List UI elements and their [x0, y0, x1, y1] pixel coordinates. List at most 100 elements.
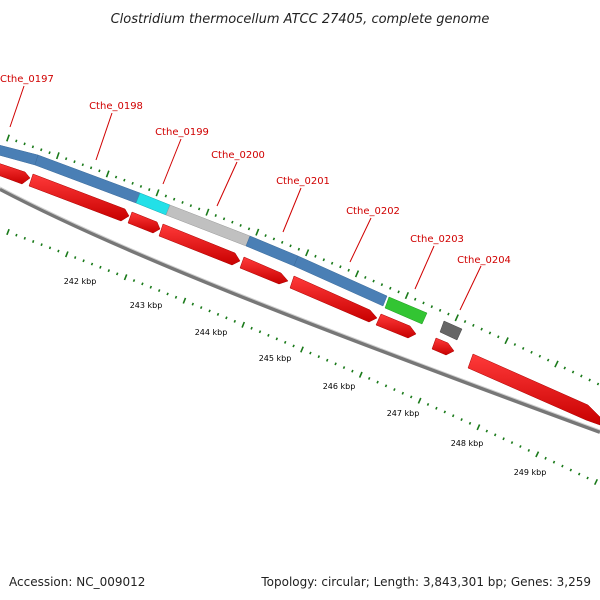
minor-tick — [90, 262, 94, 266]
minor-tick — [325, 358, 329, 362]
cds-arrow[interactable] — [28, 173, 130, 222]
minor-tick — [141, 282, 144, 286]
outer-tick-ring — [6, 134, 600, 386]
minor-tick — [57, 249, 60, 253]
minor-tick — [438, 308, 442, 312]
minor-tick — [367, 376, 371, 380]
minor-tick — [309, 351, 312, 355]
genome-summary: Topology: circular; Length: 3,843,301 bp… — [260, 575, 591, 589]
minor-tick — [197, 207, 201, 211]
minor-tick — [569, 468, 573, 472]
minor-tick — [280, 240, 284, 244]
major-tick — [123, 274, 128, 281]
minor-tick — [376, 380, 379, 384]
minor-tick — [199, 306, 203, 310]
gene-label-leaders — [9, 85, 482, 311]
cds-arrow[interactable] — [158, 223, 241, 266]
minor-tick — [530, 350, 533, 354]
minor-tick — [552, 460, 556, 464]
kbp-label: 245 kbp — [259, 354, 292, 363]
minor-tick — [577, 472, 581, 476]
major-tick — [504, 337, 509, 345]
minor-tick — [389, 286, 392, 290]
minor-tick — [131, 181, 134, 185]
minor-tick — [397, 290, 400, 294]
minor-tick — [322, 258, 326, 262]
gene-label-cthe-0200[interactable]: Cthe_0200 — [211, 150, 265, 161]
minor-tick — [191, 302, 195, 306]
gene-label-cthe-0197[interactable]: Cthe_0197 — [0, 74, 54, 85]
minor-tick — [596, 382, 600, 386]
cds-arrow[interactable] — [239, 256, 289, 285]
minor-tick — [460, 418, 463, 422]
minor-tick — [497, 335, 500, 339]
minor-tick — [31, 145, 35, 149]
minor-tick — [384, 384, 388, 388]
minor-tick — [430, 305, 434, 309]
minor-tick — [401, 391, 405, 395]
gene-cthe-0203[interactable] — [384, 296, 428, 325]
minor-tick — [32, 240, 35, 243]
major-tick — [64, 251, 69, 258]
minor-tick — [463, 320, 467, 324]
minor-tick — [272, 237, 276, 241]
minor-tick — [561, 464, 564, 468]
gene-label-cthe-0204[interactable]: Cthe_0204 — [457, 255, 511, 266]
minor-tick — [380, 283, 384, 287]
major-tick — [454, 314, 459, 322]
minor-tick — [413, 297, 417, 301]
minor-tick — [393, 388, 396, 392]
gene-cthe-0202[interactable] — [293, 255, 388, 307]
minor-tick — [372, 279, 375, 283]
minor-tick — [297, 247, 301, 251]
cds-arrow[interactable] — [0, 162, 31, 185]
map-title: Clostridium thermocellum ATCC 27405, com… — [111, 12, 490, 27]
minor-tick — [233, 319, 237, 323]
minor-tick — [148, 188, 151, 192]
gene-label-cthe-0202[interactable]: Cthe_0202 — [346, 206, 400, 217]
minor-tick — [98, 169, 101, 173]
minor-tick — [527, 448, 531, 452]
minor-tick — [480, 327, 483, 331]
minor-tick — [139, 185, 143, 188]
minor-tick — [40, 243, 43, 247]
minor-tick — [15, 233, 18, 237]
minor-tick — [351, 369, 354, 373]
minor-tick — [247, 227, 251, 231]
minor-tick — [264, 234, 267, 238]
gene-labels: Cthe_0197 Cthe_0198 Cthe_0199 Cthe_0200 … — [0, 74, 511, 266]
cds-arrow[interactable] — [375, 313, 417, 339]
cds-arrow[interactable] — [127, 211, 161, 234]
minor-tick — [15, 139, 18, 143]
accession-label: Accession: NC_009012 — [9, 575, 145, 589]
minor-tick — [422, 301, 425, 305]
gene-label-cthe-0203[interactable]: Cthe_0203 — [410, 234, 464, 245]
gene-label-cthe-0199[interactable]: Cthe_0199 — [155, 127, 209, 138]
minor-tick — [74, 256, 77, 259]
cds-arrow[interactable] — [431, 337, 455, 356]
minor-tick — [409, 395, 413, 399]
minor-tick — [258, 330, 262, 334]
minor-tick — [510, 441, 514, 445]
inner-tick-ring — [6, 228, 599, 486]
minor-tick — [493, 433, 497, 437]
minor-tick — [339, 265, 342, 269]
kbp-label: 246 kbp — [323, 382, 356, 391]
minor-tick — [571, 370, 575, 374]
minor-tick — [502, 437, 505, 441]
minor-tick — [472, 323, 475, 327]
minor-tick — [488, 331, 492, 335]
gene-cthe-0204[interactable] — [439, 320, 463, 341]
gene-label-cthe-0201[interactable]: Cthe_0201 — [276, 176, 330, 187]
minor-tick — [364, 275, 367, 279]
minor-tick — [64, 157, 68, 161]
gene-label-cthe-0198[interactable]: Cthe_0198 — [89, 101, 143, 112]
cds-arrow[interactable] — [289, 275, 378, 323]
minor-tick — [23, 142, 26, 146]
minor-tick — [216, 312, 220, 316]
minor-tick — [48, 151, 51, 155]
major-tick — [155, 189, 160, 197]
minor-tick — [181, 201, 184, 204]
kbp-label: 242 kbp — [64, 277, 97, 286]
cds-arrow[interactable] — [467, 353, 600, 426]
